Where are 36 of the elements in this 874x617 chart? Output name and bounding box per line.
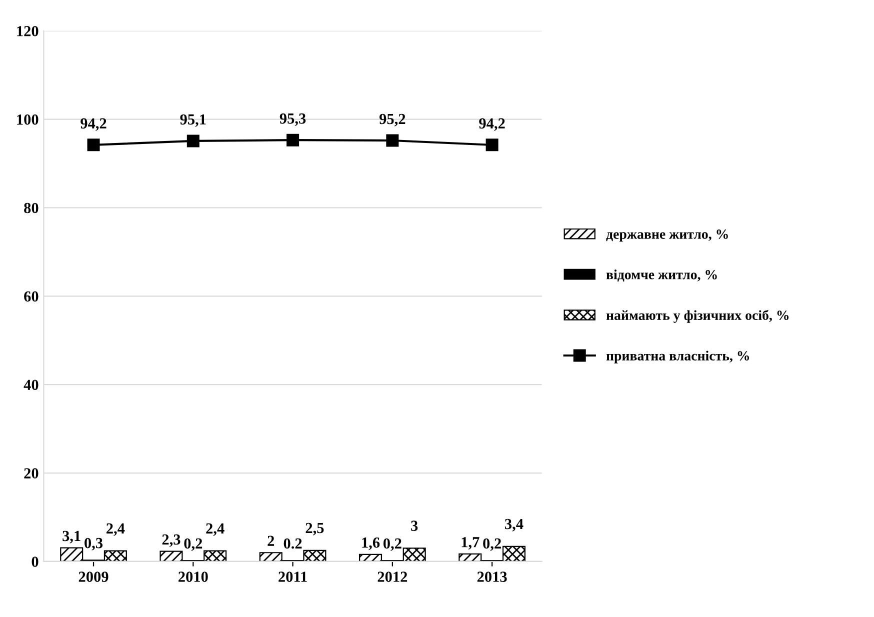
data-label: 0.2	[284, 538, 302, 549]
x-tick-label: 2011	[278, 572, 307, 582]
data-label: 0,2	[483, 538, 501, 551]
data-label: 3,4	[505, 518, 524, 532]
data-label: 94,2	[80, 118, 106, 131]
y-tick-label: 20	[24, 468, 38, 478]
x-tick-label: 2012	[378, 572, 408, 582]
y-tick-label: 60	[24, 291, 38, 302]
y-tick-label: 40	[24, 380, 38, 390]
data-label: 1,7	[462, 537, 480, 550]
data-label: 2,4	[106, 523, 125, 536]
data-label: 2,5	[306, 522, 324, 536]
data-label: 2,3	[162, 534, 180, 547]
data-label: 0,2	[184, 538, 202, 551]
data-label: 2,4	[206, 523, 224, 536]
x-tick-label: 2013	[477, 572, 507, 582]
data-label: 95,3	[280, 113, 306, 126]
data-label: 95,1	[180, 114, 206, 127]
y-tick-label: 0	[32, 556, 38, 567]
legend-label: державне житло, %	[606, 229, 728, 242]
legend-label: приватна власність, %	[606, 350, 749, 364]
data-label: 3	[411, 520, 418, 531]
legend-label: наймають у фізичних осіб, %	[606, 310, 789, 323]
data-label: 94,2	[479, 118, 505, 131]
y-tick-label: 120	[17, 26, 38, 36]
data-label: 0,3	[84, 538, 103, 550]
y-tick-label: 80	[24, 202, 38, 214]
y-tick-label: 100	[17, 114, 38, 125]
legend-label: відомче житло, %	[606, 270, 717, 282]
data-label: 2	[268, 536, 274, 546]
data-label: 95,2	[379, 114, 406, 126]
data-label: 1,6	[362, 537, 380, 550]
x-tick-label: 2009	[78, 572, 108, 582]
data-label: 0,2	[383, 538, 402, 551]
x-tick-label: 2010	[178, 572, 208, 582]
data-label: 3,1	[62, 530, 80, 544]
